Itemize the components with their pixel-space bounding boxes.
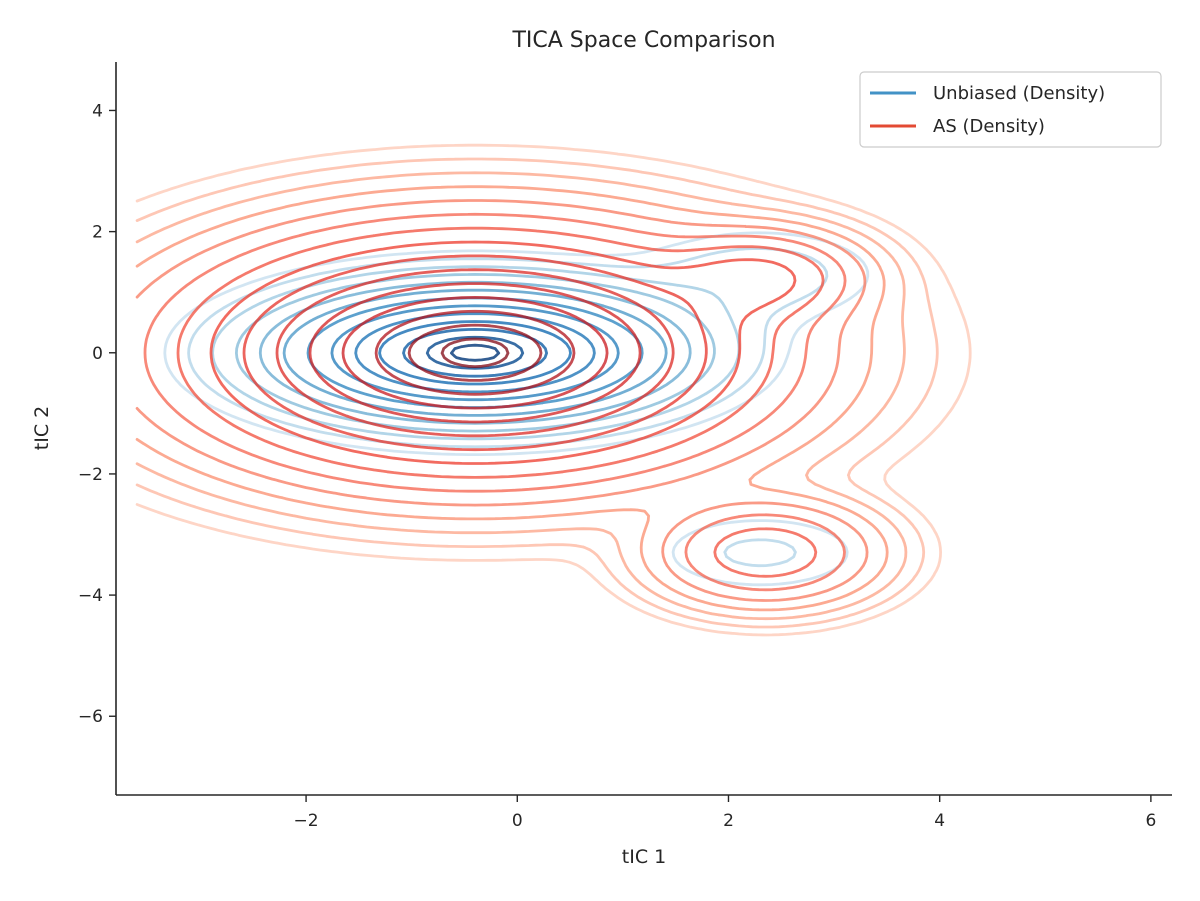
y-tick-label: −2 (78, 465, 103, 485)
contour-line (143, 212, 847, 592)
contour-line (163, 231, 870, 587)
contour-line (275, 268, 675, 438)
y-axis-label: tIC 2 (31, 406, 53, 450)
y-tick-label: 4 (92, 101, 103, 121)
chart-title: TICA Space Comparison (511, 28, 775, 53)
legend-label-as: AS (Density) (933, 116, 1045, 137)
contour-series-as-density (135, 143, 972, 637)
y-tick-label: 2 (92, 223, 103, 243)
y-tick-label: −4 (78, 586, 103, 606)
contour-line (135, 143, 972, 637)
contour-line (308, 282, 642, 424)
x-axis-label: tIC 1 (622, 846, 666, 868)
x-tick-label: 4 (934, 811, 945, 831)
x-tick-label: 2 (723, 811, 734, 831)
legend-label-unbiased: Unbiased (Density) (933, 83, 1105, 104)
legend: Unbiased (Density) AS (Density) (859, 71, 1162, 148)
contour-line (176, 226, 825, 578)
contour-line (209, 240, 797, 465)
contour-line (282, 288, 668, 417)
contour-line (258, 280, 692, 425)
contour-line (374, 309, 576, 396)
axes (115, 62, 1172, 796)
contour-line (341, 296, 609, 410)
contour-line (135, 185, 889, 612)
contour-line (425, 335, 525, 370)
contour-line (135, 171, 908, 621)
contour-line (211, 265, 741, 441)
contour-line (440, 337, 510, 368)
x-tick-label: 0 (512, 811, 523, 831)
contour-line (135, 157, 939, 629)
plot-area (135, 143, 972, 637)
contour-line (378, 320, 572, 386)
y-ticks: −6 −4 −2 0 2 4 (78, 101, 116, 727)
x-ticks: −2 0 2 4 6 (294, 795, 1156, 831)
y-tick-label: −6 (78, 707, 103, 727)
contour-line (235, 273, 716, 433)
x-tick-label: 6 (1145, 811, 1156, 831)
contour-line (242, 254, 708, 452)
contour-line (450, 343, 501, 362)
x-tick-label: −2 (294, 811, 319, 831)
legend-box (859, 71, 1162, 148)
y-tick-label: 0 (92, 344, 103, 364)
contour-line (407, 323, 543, 382)
contour-line (135, 199, 869, 602)
